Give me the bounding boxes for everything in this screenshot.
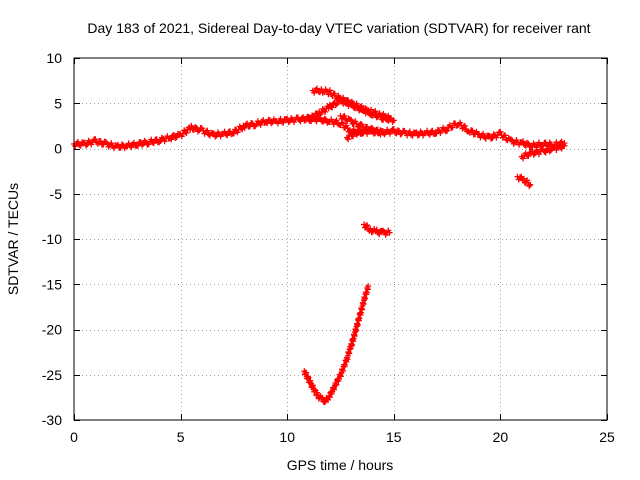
series-main-trace bbox=[71, 113, 568, 152]
x-tick-label: 10 bbox=[279, 429, 295, 445]
y-tick-label: -5 bbox=[50, 186, 63, 202]
series-short-arc-low bbox=[343, 126, 367, 143]
y-tick-label: -30 bbox=[42, 412, 62, 428]
plot-border bbox=[73, 57, 608, 421]
series-markers bbox=[71, 113, 568, 152]
y-tick-label: -20 bbox=[42, 322, 62, 338]
series-small-drop bbox=[514, 173, 534, 190]
x-axis-label: GPS time / hours bbox=[287, 457, 394, 473]
series-rising-arc bbox=[305, 95, 397, 125]
series-mid-drop bbox=[361, 221, 393, 238]
series-markers bbox=[518, 142, 568, 162]
grid-lines bbox=[74, 58, 607, 420]
series-end-segment bbox=[518, 142, 568, 162]
x-tick-label: 20 bbox=[493, 429, 509, 445]
series-markers bbox=[301, 283, 372, 405]
x-tick-label: 15 bbox=[386, 429, 402, 445]
data-points bbox=[71, 85, 568, 405]
chart-title: Day 183 of 2021, Sidereal Day-to-day VTE… bbox=[87, 20, 590, 36]
series-markers bbox=[343, 126, 367, 143]
series-markers bbox=[305, 95, 397, 125]
series-deep-dip bbox=[301, 283, 372, 405]
x-tick-label: 0 bbox=[70, 429, 78, 445]
y-tick-label: 0 bbox=[54, 141, 62, 157]
y-tick-label: 5 bbox=[54, 95, 62, 111]
y-tick-label: -15 bbox=[42, 276, 62, 292]
y-axis-ticks: 10 5 0 -5 -10 -15 -20 -25 -30 bbox=[42, 50, 607, 428]
y-tick-label: -25 bbox=[42, 367, 62, 383]
x-axis-ticks: 0 5 10 15 20 25 bbox=[70, 58, 615, 445]
y-tick-label: 10 bbox=[46, 50, 62, 66]
series-markers bbox=[514, 173, 534, 190]
series-markers bbox=[361, 221, 393, 238]
y-axis-label: SDTVAR / TECUs bbox=[5, 183, 21, 295]
x-tick-label: 5 bbox=[177, 429, 185, 445]
x-tick-label: 25 bbox=[599, 429, 615, 445]
y-tick-label: -10 bbox=[42, 231, 62, 247]
